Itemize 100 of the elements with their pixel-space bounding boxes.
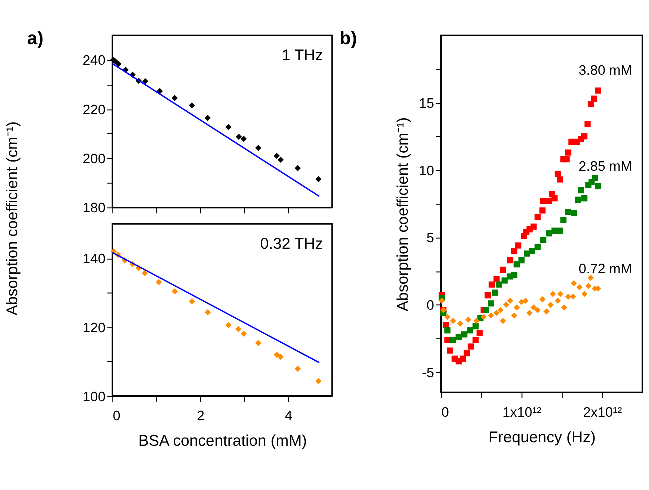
point bbox=[172, 95, 178, 102]
y-tick-label: 120 bbox=[82, 320, 106, 336]
point bbox=[526, 310, 533, 316]
point bbox=[584, 121, 591, 128]
point bbox=[540, 296, 546, 303]
point bbox=[468, 344, 474, 350]
y-tick-label: 220 bbox=[82, 102, 106, 118]
x-axis-title: Frequency (Hz) bbox=[488, 429, 596, 446]
x-tick-label: 0 bbox=[442, 404, 450, 420]
point bbox=[442, 322, 450, 328]
point bbox=[514, 304, 520, 311]
point bbox=[498, 307, 504, 314]
point bbox=[466, 316, 472, 323]
point bbox=[529, 248, 536, 254]
y-tick-label: 5 bbox=[426, 230, 435, 246]
point bbox=[530, 304, 537, 311]
point bbox=[240, 330, 248, 338]
point bbox=[142, 78, 149, 85]
point bbox=[116, 61, 122, 68]
series-label: 3.80 mM bbox=[578, 63, 632, 78]
point bbox=[502, 278, 508, 284]
y-tick-label: 100 bbox=[82, 389, 106, 404]
point bbox=[444, 314, 451, 320]
point bbox=[438, 298, 446, 304]
point bbox=[476, 330, 483, 336]
point bbox=[582, 134, 588, 140]
point bbox=[496, 282, 502, 288]
point bbox=[546, 198, 552, 204]
x-tick-label: 1x10¹² bbox=[502, 404, 542, 420]
x-axis-title: BSA concentration (mM) bbox=[138, 433, 308, 450]
point bbox=[560, 217, 567, 224]
point bbox=[530, 224, 537, 230]
point bbox=[472, 336, 479, 344]
point bbox=[274, 152, 280, 160]
point bbox=[204, 310, 212, 316]
point bbox=[226, 322, 232, 328]
y-tick-label: 15 bbox=[419, 96, 435, 111]
point bbox=[236, 134, 242, 140]
point bbox=[588, 101, 594, 108]
point bbox=[582, 291, 588, 298]
point bbox=[447, 348, 454, 354]
point bbox=[534, 307, 541, 314]
point bbox=[511, 248, 518, 254]
point bbox=[316, 176, 322, 182]
point bbox=[561, 304, 568, 311]
annotation: 0.32 THz bbox=[260, 236, 324, 253]
point bbox=[595, 88, 602, 94]
point bbox=[500, 318, 506, 324]
point bbox=[255, 145, 262, 152]
point bbox=[189, 298, 196, 305]
x-tick-label: 0 bbox=[113, 408, 122, 424]
point bbox=[462, 332, 468, 338]
point bbox=[565, 294, 572, 300]
y-tick-label: 140 bbox=[82, 252, 106, 267]
point bbox=[156, 279, 162, 286]
point bbox=[544, 308, 550, 315]
point bbox=[483, 307, 490, 314]
point bbox=[534, 214, 541, 221]
annotation: 1 THz bbox=[282, 47, 324, 64]
point bbox=[240, 136, 248, 142]
point bbox=[576, 284, 583, 291]
y-tick-label: 10 bbox=[419, 163, 435, 178]
y-tick-label: 180 bbox=[82, 200, 106, 216]
point bbox=[189, 102, 196, 109]
point bbox=[456, 334, 462, 340]
point bbox=[564, 156, 570, 163]
point bbox=[494, 310, 500, 316]
x-tick-label: 2 bbox=[197, 408, 205, 424]
point bbox=[511, 312, 518, 319]
point bbox=[467, 328, 474, 334]
point bbox=[511, 272, 518, 278]
point bbox=[582, 196, 588, 202]
point bbox=[592, 175, 598, 182]
point bbox=[507, 257, 514, 264]
point bbox=[548, 302, 554, 308]
series-label: 2.85 mM bbox=[578, 158, 632, 174]
point bbox=[570, 294, 576, 300]
point bbox=[204, 115, 212, 122]
point bbox=[557, 176, 564, 183]
chart-title: b) bbox=[340, 28, 358, 49]
x-tick-label: 4 bbox=[284, 408, 293, 424]
x-tick-label: 2x10¹² bbox=[583, 404, 623, 420]
point bbox=[255, 340, 262, 346]
point bbox=[500, 266, 506, 274]
point bbox=[518, 257, 525, 264]
point bbox=[575, 196, 582, 203]
point bbox=[492, 290, 498, 296]
point bbox=[571, 280, 578, 287]
point bbox=[540, 237, 547, 244]
point bbox=[507, 298, 514, 304]
point bbox=[503, 302, 510, 308]
point bbox=[578, 187, 584, 194]
point bbox=[484, 292, 491, 299]
chart-title: a) bbox=[27, 28, 44, 49]
point bbox=[450, 336, 456, 344]
y-tick-label: 240 bbox=[82, 53, 106, 68]
point bbox=[540, 198, 547, 204]
point bbox=[515, 242, 522, 249]
point bbox=[172, 288, 178, 295]
point bbox=[522, 298, 529, 304]
